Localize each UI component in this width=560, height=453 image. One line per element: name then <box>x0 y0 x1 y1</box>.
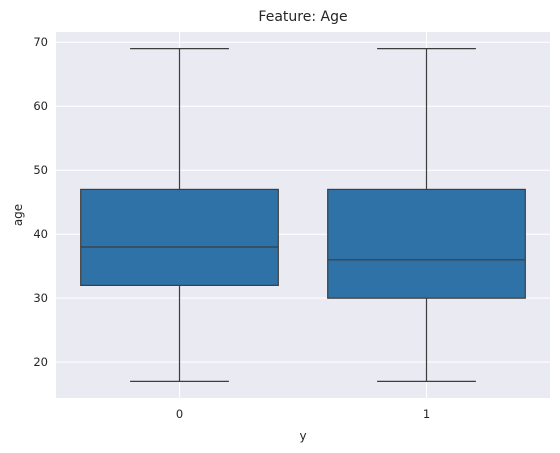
chart-title: Feature: Age <box>258 9 347 25</box>
y-tick-label: 30 <box>33 291 48 305</box>
y-tick-label: 50 <box>33 163 48 177</box>
y-tick-label: 20 <box>33 355 48 369</box>
y-tick-label: 60 <box>33 99 48 113</box>
y-tick-label: 70 <box>33 35 48 49</box>
y-axis-label: age <box>11 204 25 226</box>
tick-labels: 20 30 40 50 60 70 0 1 <box>33 35 430 421</box>
x-tick-label: 0 <box>176 407 183 421</box>
iqr-box <box>327 188 526 299</box>
y-tick-label: 40 <box>33 227 48 241</box>
boxes-layer <box>80 48 526 382</box>
iqr-box <box>80 188 279 286</box>
box-1 <box>327 48 526 382</box>
box-0 <box>80 48 279 382</box>
x-tick-label: 1 <box>423 407 430 421</box>
x-axis-label: y <box>299 429 306 443</box>
